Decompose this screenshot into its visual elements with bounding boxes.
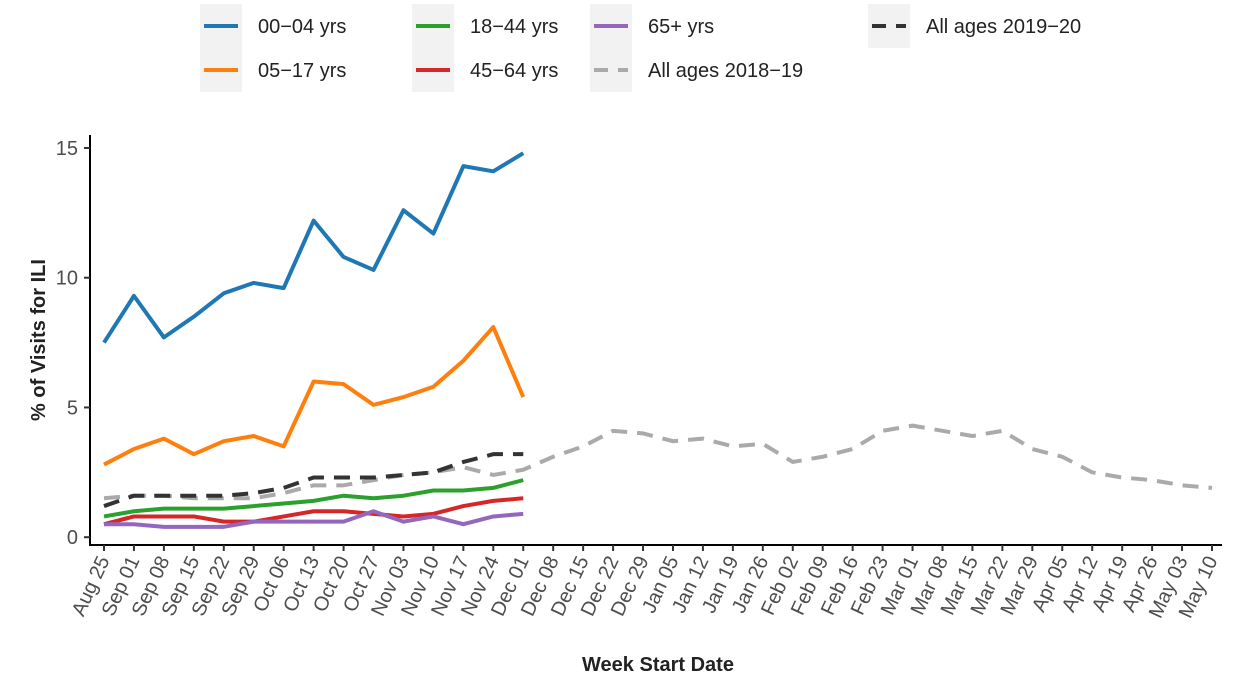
y-tick-label: 15 xyxy=(56,138,78,160)
legend-label: 00−04 yrs xyxy=(258,16,346,38)
series-line xyxy=(103,452,524,508)
legend-label: 18−44 yrs xyxy=(470,16,558,38)
series-line xyxy=(103,478,524,519)
series-line xyxy=(103,325,526,467)
legend-label: 05−17 yrs xyxy=(258,60,346,82)
series-line xyxy=(103,496,524,527)
legend-label: All ages 2019−20 xyxy=(926,16,1081,38)
series-line xyxy=(104,509,524,529)
series-line xyxy=(102,151,525,344)
x-axis-title: Week Start Date xyxy=(582,654,734,676)
y-axis-title: % of Visits for ILI xyxy=(28,259,50,421)
legend-label: 65+ yrs xyxy=(648,16,714,38)
legend-label: All ages 2018−19 xyxy=(648,60,803,82)
y-tick-label: 5 xyxy=(67,397,78,419)
series-line xyxy=(103,423,1213,501)
y-tick-label: 10 xyxy=(56,268,78,290)
y-tick-label: 0 xyxy=(67,527,78,549)
legend-label: 45−64 yrs xyxy=(470,60,558,82)
